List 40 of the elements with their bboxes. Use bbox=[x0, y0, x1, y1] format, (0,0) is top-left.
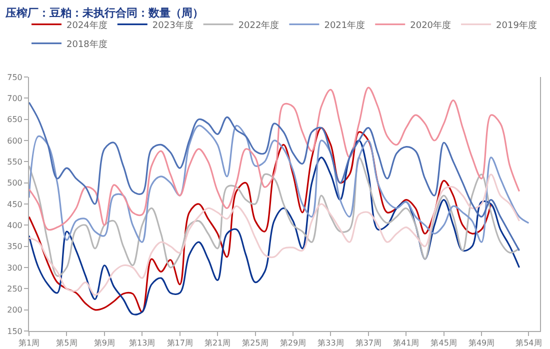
x-tick-label: 第5周 bbox=[56, 338, 78, 348]
y-tick-label: 400 bbox=[7, 220, 22, 230]
chart-title: 压榨厂：豆粕：未执行合同：数量（周） bbox=[4, 6, 204, 20]
x-tick-label: 第29周 bbox=[280, 338, 306, 348]
x-tick-label: 第54周 bbox=[516, 338, 542, 348]
x-tick-label: 第13周 bbox=[129, 338, 156, 348]
legend-label: 2024年度 bbox=[66, 20, 108, 31]
line-series bbox=[29, 174, 520, 296]
line-series bbox=[29, 102, 520, 252]
legend-label: 2018年度 bbox=[66, 38, 108, 50]
legend-label: 2020年度 bbox=[410, 20, 452, 31]
x-tick-label: 第9周 bbox=[94, 338, 115, 348]
x-tick-label: 第25周 bbox=[242, 338, 268, 348]
legend-label: 2019年度 bbox=[496, 20, 537, 31]
y-tick-label: 650 bbox=[7, 115, 22, 124]
y-tick-label: 450 bbox=[7, 200, 22, 209]
y-tick-label: 250 bbox=[7, 284, 22, 294]
y-tick-label: 200 bbox=[7, 306, 22, 315]
y-tick-label: 550 bbox=[7, 157, 22, 166]
x-tick-label: 第33周 bbox=[318, 338, 344, 348]
x-tick-label: 第45周 bbox=[430, 338, 457, 348]
legend-label: 2023年度 bbox=[152, 20, 194, 31]
x-tick-label: 第1周 bbox=[18, 338, 40, 348]
x-tick-label: 第17周 bbox=[166, 338, 193, 348]
y-tick-label: 300 bbox=[7, 263, 22, 272]
legend-label: 2021年度 bbox=[324, 20, 366, 31]
line-series bbox=[29, 124, 530, 243]
x-tick-label: 第49周 bbox=[468, 338, 495, 348]
line-series bbox=[29, 86, 520, 230]
x-tick-label: 第21周 bbox=[204, 338, 231, 348]
x-tick-label: 第41周 bbox=[393, 338, 420, 348]
line-series bbox=[29, 156, 520, 277]
y-tick-label: 350 bbox=[7, 242, 22, 252]
legend-label: 2022年度 bbox=[238, 20, 280, 31]
y-tick-label: 500 bbox=[7, 178, 22, 188]
y-tick-label: 600 bbox=[7, 136, 22, 146]
y-tick-label: 750 bbox=[7, 72, 22, 82]
y-tick-label: 700 bbox=[7, 94, 22, 103]
y-tick-label: 150 bbox=[7, 326, 22, 336]
x-tick-label: 第37周 bbox=[355, 338, 382, 348]
